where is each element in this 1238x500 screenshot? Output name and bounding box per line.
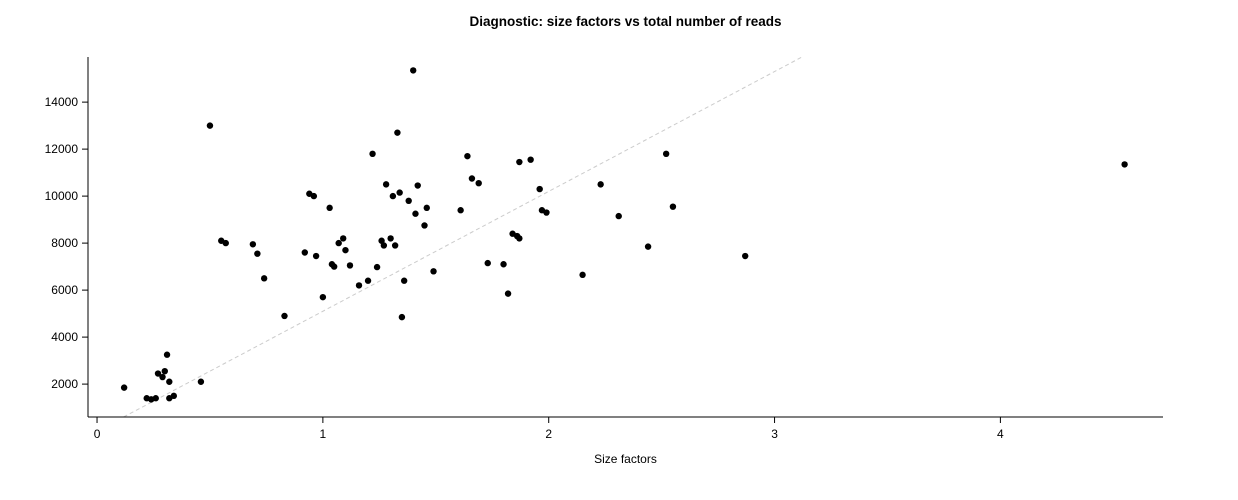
y-tick-label: 12000: [45, 142, 79, 156]
data-point: [527, 156, 534, 163]
data-point: [380, 242, 388, 249]
data-point: [326, 204, 333, 212]
data-point: [741, 252, 749, 260]
data-point: [389, 192, 397, 200]
data-point: [669, 203, 677, 210]
data-point: [159, 373, 166, 381]
data-point: [312, 252, 320, 260]
data-point: [197, 378, 205, 385]
data-point: [396, 189, 403, 196]
data-point: [405, 197, 412, 205]
data-point: [310, 192, 318, 200]
data-point: [161, 367, 168, 375]
y-tick-label: 2000: [51, 377, 78, 391]
data-point: [398, 313, 406, 321]
data-point: [543, 209, 550, 216]
data-point: [373, 263, 381, 271]
data-point: [355, 282, 363, 289]
y-axis: 2000 4000 6000 8000 10000 12000 14000: [45, 57, 89, 417]
x-axis-title: Size factors: [594, 452, 657, 466]
chart-title: Diagnostic: size factors vs total number…: [469, 14, 782, 29]
data-point: [421, 222, 428, 229]
data-point: [457, 207, 464, 214]
data-point: [120, 384, 128, 391]
y-tick-label: 6000: [51, 283, 78, 297]
data-point: [170, 392, 178, 400]
data-point: [163, 351, 171, 358]
data-point: [382, 181, 390, 188]
data-point: [339, 235, 347, 242]
x-tick-label: 0: [94, 427, 101, 441]
data-point: [412, 210, 419, 217]
data-point: [414, 182, 421, 189]
data-point: [464, 152, 471, 160]
data-point: [391, 242, 399, 249]
data-point: [400, 277, 408, 284]
y-tick-label: 8000: [51, 236, 78, 250]
data-point: [644, 243, 652, 250]
data-point: [387, 235, 394, 242]
data-point: [504, 290, 512, 297]
data-point: [281, 312, 288, 320]
data-point: [615, 212, 622, 220]
x-axis: 0 1 2 3 4: [88, 416, 1163, 441]
data-point: [516, 158, 523, 166]
data-point: [364, 277, 372, 284]
data-point: [206, 122, 214, 129]
data-point: [166, 378, 173, 385]
data-point: [342, 246, 349, 254]
data-point: [394, 129, 401, 136]
data-point: [662, 150, 670, 158]
data-point: [346, 262, 354, 269]
data-point: [597, 181, 604, 188]
data-point: [423, 204, 430, 212]
y-tick-label: 10000: [45, 189, 79, 203]
y-tick-label: 4000: [51, 330, 78, 344]
data-point: [254, 250, 261, 257]
data-point: [301, 249, 309, 256]
data-point: [152, 395, 159, 402]
diagonal-reference-line: [123, 56, 803, 418]
data-point: [319, 293, 327, 301]
x-tick-label: 4: [997, 427, 1004, 441]
x-tick-label: 1: [320, 427, 327, 441]
data-point: [475, 179, 482, 187]
data-point: [410, 67, 417, 74]
x-tick-label: 3: [771, 427, 778, 441]
data-point: [330, 263, 338, 270]
data-point: [536, 185, 543, 193]
data-point: [369, 150, 376, 158]
data-point: [500, 261, 507, 268]
x-tick-label: 2: [545, 427, 552, 441]
data-point: [579, 271, 586, 279]
data-point: [249, 241, 257, 248]
data-point: [468, 175, 476, 182]
data-point: [154, 370, 162, 377]
y-tick-label: 14000: [45, 95, 79, 109]
data-point: [1121, 161, 1128, 168]
data-point: [484, 259, 491, 267]
data-point: [430, 268, 437, 275]
data-point: [260, 275, 268, 282]
data-points: [120, 67, 1128, 403]
data-point: [222, 239, 229, 247]
data-point: [516, 235, 523, 242]
data-point: [335, 239, 342, 247]
